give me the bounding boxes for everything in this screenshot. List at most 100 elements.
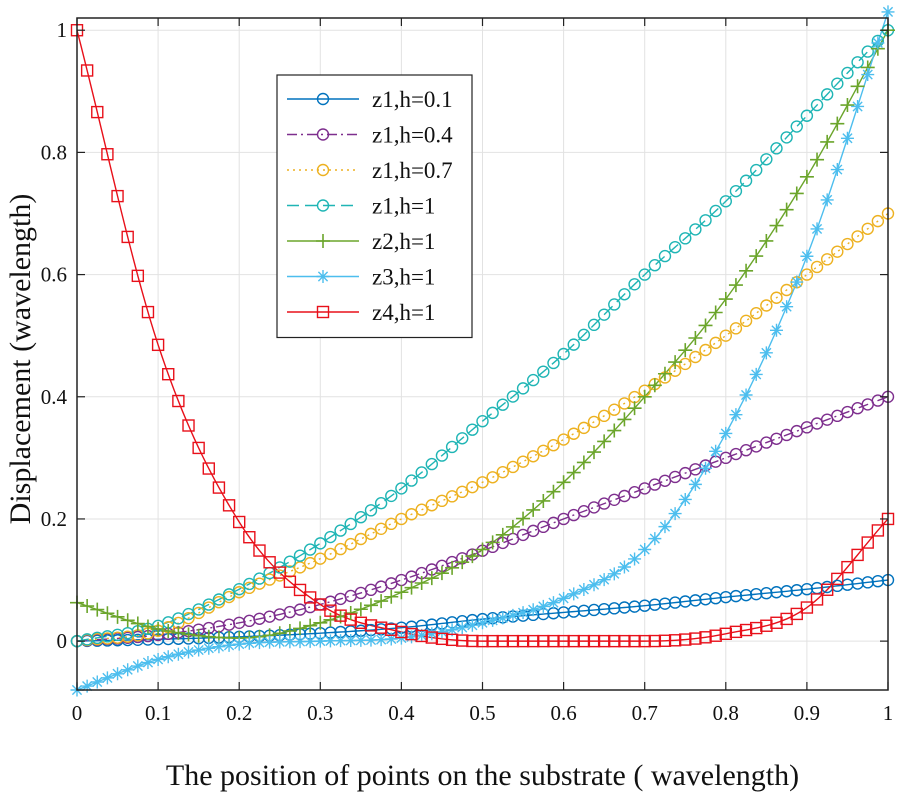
data-point [374, 497, 388, 510]
data-point [536, 493, 551, 508]
legend-item: z1,h=1 [287, 194, 435, 219]
data-point [314, 552, 327, 565]
data-point [800, 109, 814, 122]
data-point [780, 283, 793, 297]
data-point [182, 419, 195, 432]
data-point [293, 583, 307, 597]
data-point [313, 615, 328, 630]
legend-marker [316, 234, 330, 248]
data-point [344, 537, 357, 551]
data-point [577, 421, 591, 435]
data-point [770, 142, 783, 155]
data-point [537, 444, 550, 457]
data-point [192, 606, 205, 620]
data-point [405, 630, 419, 644]
data-point [466, 423, 479, 436]
data-point [202, 598, 215, 611]
data-point [415, 466, 428, 479]
data-point [831, 245, 844, 258]
data-point [760, 619, 773, 632]
data-point [628, 634, 641, 648]
data-point [435, 494, 449, 508]
data-point [395, 512, 408, 526]
data-point [344, 517, 357, 531]
x-tick-label: 0.6 [550, 701, 576, 725]
data-point [587, 445, 602, 460]
data-point [80, 599, 95, 614]
data-point [476, 634, 489, 648]
data-point [750, 621, 763, 635]
data-point [161, 623, 176, 638]
data-point [192, 603, 205, 616]
data-point [526, 502, 541, 517]
legend-item: z4,h=1 [287, 300, 435, 325]
legend-marker [316, 305, 330, 319]
data-point [810, 260, 824, 274]
data-point [567, 634, 580, 648]
data-point [547, 634, 560, 648]
data-point [100, 606, 115, 621]
data-point [770, 616, 783, 629]
data-point [658, 597, 672, 610]
data-point [364, 633, 378, 647]
y-tick-label: 0.6 [41, 263, 67, 287]
data-point [597, 434, 612, 449]
data-point [607, 567, 621, 581]
data-point [394, 585, 409, 600]
data-point [324, 547, 337, 561]
data-point [293, 635, 307, 649]
data-point [415, 629, 428, 643]
data-point [161, 650, 175, 664]
data-point [131, 269, 145, 283]
data-point [668, 355, 683, 370]
data-point [739, 623, 753, 637]
data-point [496, 634, 509, 648]
data-point [354, 532, 368, 546]
data-point [800, 249, 814, 263]
legend-item: z1,h=0.4 [287, 123, 453, 148]
legend-item: z1,h=0.1 [287, 87, 453, 112]
data-point [789, 186, 804, 201]
data-point [719, 195, 732, 208]
data-point [577, 582, 591, 596]
data-point [303, 618, 318, 633]
data-point [760, 299, 773, 312]
data-point [780, 585, 793, 598]
data-point [628, 278, 641, 291]
x-tick-label: 0.8 [713, 701, 739, 725]
data-point [851, 56, 864, 69]
data-point [576, 455, 591, 470]
data-point [80, 679, 94, 693]
data-point [647, 378, 662, 393]
data-point [648, 259, 662, 272]
data-point [546, 596, 560, 610]
data-point [456, 634, 469, 647]
data-point [445, 633, 459, 647]
data-point [617, 412, 632, 427]
y-tick-label: 0.8 [41, 140, 67, 164]
data-point [121, 663, 135, 677]
y-tick-label: 1 [57, 18, 68, 42]
data-point [242, 636, 256, 650]
data-point [171, 647, 185, 661]
data-point [100, 671, 114, 685]
legend-label: z1,h=0.7 [372, 158, 453, 183]
data-point [456, 432, 469, 445]
legend-marker [316, 199, 330, 212]
data-point [130, 616, 145, 631]
data-point [526, 634, 540, 648]
legend-label: z1,h=0.4 [372, 123, 453, 148]
data-point [799, 169, 814, 184]
data-point [718, 292, 733, 307]
data-point [769, 323, 783, 337]
data-point [212, 640, 226, 654]
data-point [810, 593, 824, 606]
data-point [709, 336, 722, 350]
data-point [192, 643, 206, 657]
data-point [384, 632, 398, 646]
data-point [557, 347, 570, 361]
data-point [820, 193, 834, 207]
data-point [384, 589, 399, 604]
data-point [830, 116, 845, 131]
data-point [547, 439, 560, 452]
